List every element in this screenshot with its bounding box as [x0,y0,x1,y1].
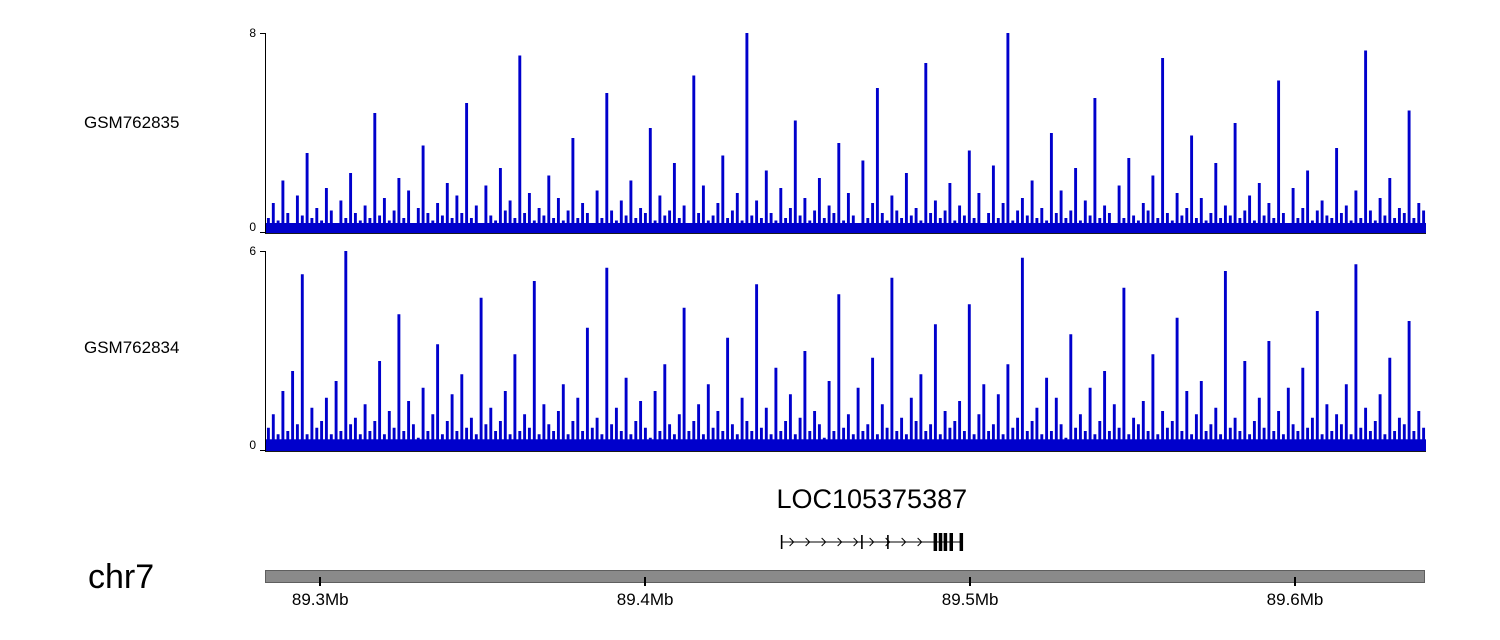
axis-tick-label: 89.3Mb [291,590,349,609]
axis-tick-label: 89.5Mb [941,590,999,609]
y-axis-tick [260,232,265,233]
y-axis-tick [260,33,265,34]
chromosome-label: chr7 [88,558,155,596]
gene-name-label: LOC105375387 [776,484,968,514]
y-axis-tick [260,251,265,252]
coverage-track-gsm762834 [265,251,1426,452]
axis-tick [969,577,972,586]
y-axis-tick [260,450,265,451]
y-axis-min-label-track2: 0 [249,438,256,452]
axis-tick [319,577,322,586]
coverage-track-gsm762835 [265,33,1426,234]
gene-structure [780,533,964,551]
axis-tick [1294,577,1297,586]
y-axis-min-label-track1: 0 [249,220,256,234]
track-label-gsm762835: GSM762835 [84,113,180,132]
y-axis-max-label-track2: 6 [249,244,256,258]
gene-model [265,530,1425,554]
y-axis-max-label-track1: 8 [249,26,256,40]
track-label-gsm762834: GSM762834 [84,338,180,357]
coverage-signal [266,251,1426,451]
chromosome-axis-bar [265,570,1425,583]
coverage-signal [266,33,1426,233]
axis-tick-label: 89.6Mb [1266,590,1324,609]
axis-tick [644,577,647,586]
axis-tick-label: 89.4Mb [616,590,674,609]
